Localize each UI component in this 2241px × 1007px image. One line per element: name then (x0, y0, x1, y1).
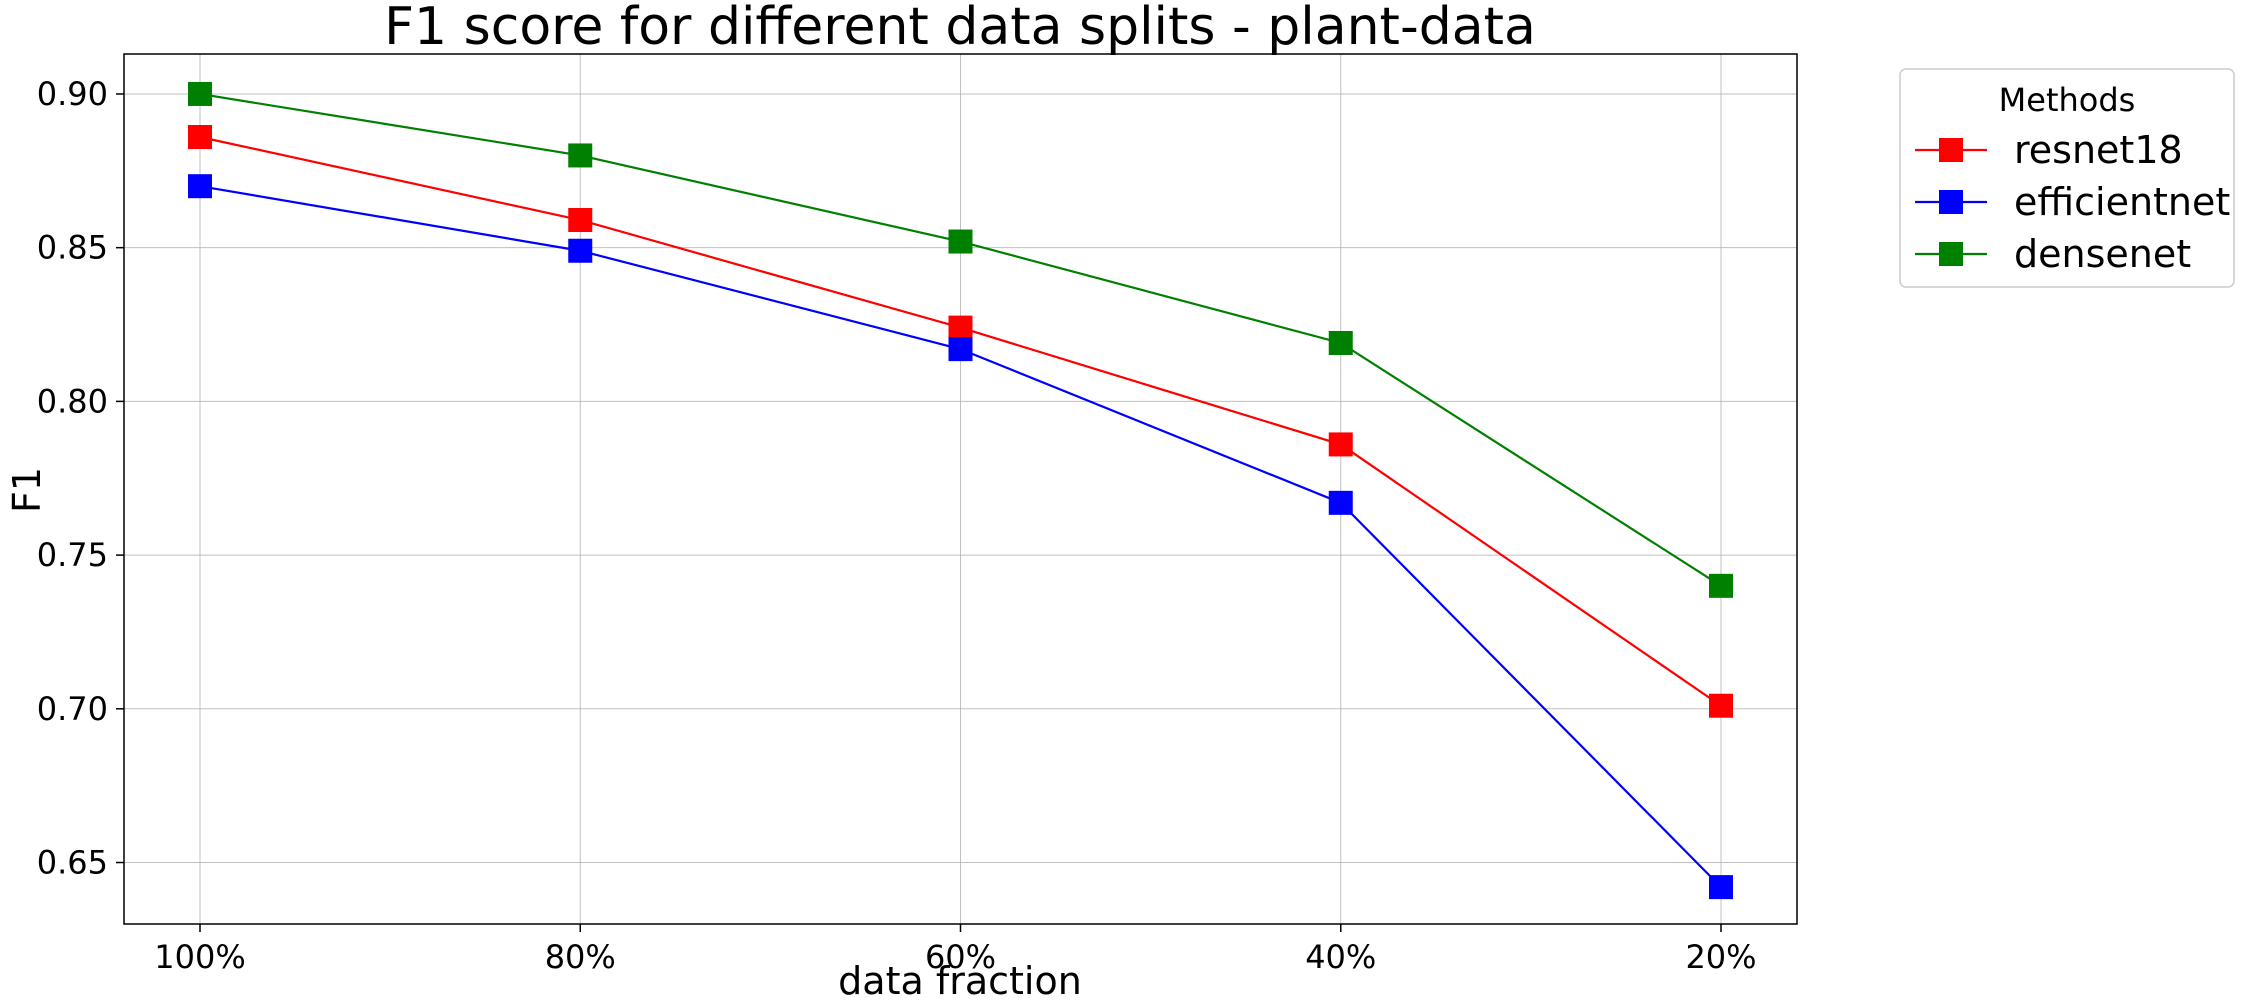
legend-box (1899, 68, 2235, 288)
data-point (948, 315, 973, 340)
y-tick-label: 0.90 (37, 75, 108, 113)
data-point (568, 238, 593, 263)
x-tick-label: 20% (1685, 938, 1756, 976)
y-axis-label: F1 (5, 467, 49, 513)
x-tick-label: 60% (925, 938, 996, 976)
data-point (1328, 432, 1353, 457)
x-tick-label: 80% (545, 938, 616, 976)
y-tick-label: 0.75 (37, 536, 108, 574)
legend-marker (1939, 190, 1963, 214)
x-tick-label: 40% (1305, 938, 1376, 976)
legend-label: resnet18 (2014, 128, 2183, 172)
x-axis-label: data fraction (838, 959, 1082, 1003)
legend: Methods resnet18 efficientnet densenet (1899, 68, 2235, 288)
data-point (1709, 693, 1733, 718)
data-point (188, 81, 212, 106)
data-point (568, 143, 593, 168)
axis-ticks: 100% 80% 60% 40% 20% 0.65 0.70 0.75 0.80 0.85 0.90 (37, 75, 1757, 976)
data-point (188, 174, 212, 199)
legend-title: Methods (1999, 81, 2136, 119)
data-point (1709, 573, 1733, 598)
legend-label: densenet (2014, 232, 2191, 276)
data-point (948, 337, 973, 362)
data-point (1328, 330, 1353, 355)
series-densenet (188, 81, 1733, 598)
legend-marker (1939, 138, 1963, 162)
legend-marker (1939, 242, 1963, 266)
y-tick-label: 0.80 (37, 382, 108, 420)
series-resnet18 (188, 125, 1733, 718)
data-point (1328, 490, 1353, 515)
data-point (188, 125, 212, 150)
chart-title: F1 score for different data splits - pla… (384, 0, 1536, 57)
series-efficientnet (188, 174, 1733, 900)
legend-entry: efficientnet (1915, 180, 2230, 224)
legend-entry: densenet (1915, 232, 2191, 276)
y-tick-label: 0.70 (37, 690, 108, 728)
y-tick-label: 0.65 (37, 844, 108, 882)
legend-entries: resnet18 efficientnet densenet (1915, 128, 2230, 276)
series-layer (188, 81, 1733, 900)
data-point (568, 208, 593, 233)
legend-label: efficientnet (2014, 180, 2230, 224)
legend-entry: resnet18 (1915, 128, 2183, 172)
data-point (948, 229, 973, 254)
y-tick-label: 0.85 (37, 229, 108, 267)
x-tick-label: 100% (154, 938, 245, 976)
grid-lines (124, 54, 1797, 924)
data-point (1709, 875, 1733, 900)
